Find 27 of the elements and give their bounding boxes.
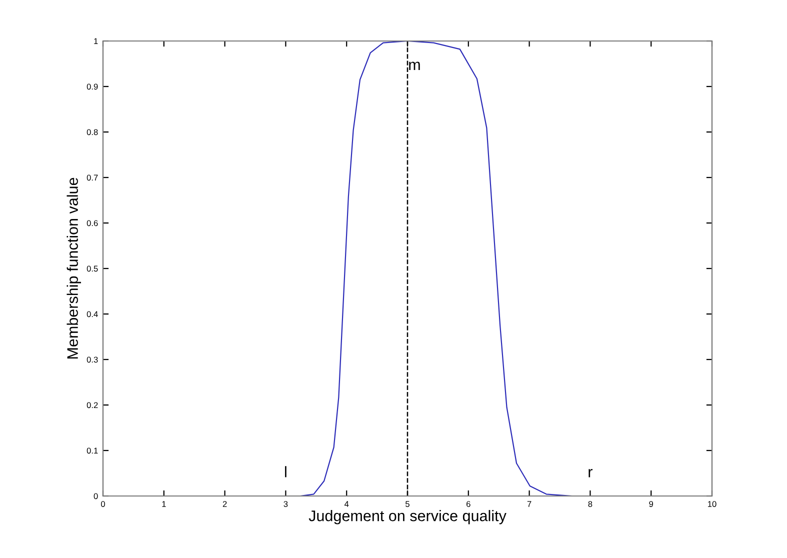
- y-axis-title: Membership function value: [66, 178, 81, 359]
- x-axis-title: Judgement on service quality: [308, 510, 506, 524]
- x-tick-label: 0: [101, 501, 105, 507]
- x-tick-label: 5: [406, 501, 410, 507]
- y-tick-label: 0.2: [86, 402, 98, 408]
- annotation: m: [409, 62, 420, 70]
- y-tick-label: 0.6: [86, 220, 98, 226]
- y-tick-label: 0.1: [86, 448, 98, 454]
- y-tick-label: 0.3: [86, 356, 98, 363]
- x-tick-label: 4: [344, 501, 349, 507]
- y-tick-label: 0.7: [86, 174, 98, 181]
- y-tick-label: 0: [94, 493, 98, 500]
- annotation: r: [588, 468, 592, 478]
- y-tick-label: 0.8: [86, 129, 98, 136]
- x-tick-label: 7: [527, 501, 532, 507]
- x-tick-label: 3: [284, 501, 288, 507]
- y-tick-label: 0.5: [86, 266, 98, 272]
- x-tick-label: 8: [588, 501, 592, 507]
- x-tick-label: 1: [162, 501, 166, 507]
- y-tick-label: 0.4: [86, 311, 98, 318]
- y-tick-label: 0.9: [86, 84, 98, 90]
- x-tick-label: 10: [708, 501, 716, 507]
- y-tick-label: 1: [94, 38, 98, 44]
- x-tick-label: 9: [649, 501, 654, 507]
- x-tick-label: 6: [466, 501, 470, 507]
- annotation: l: [285, 466, 286, 478]
- x-tick-label: 2: [222, 501, 227, 507]
